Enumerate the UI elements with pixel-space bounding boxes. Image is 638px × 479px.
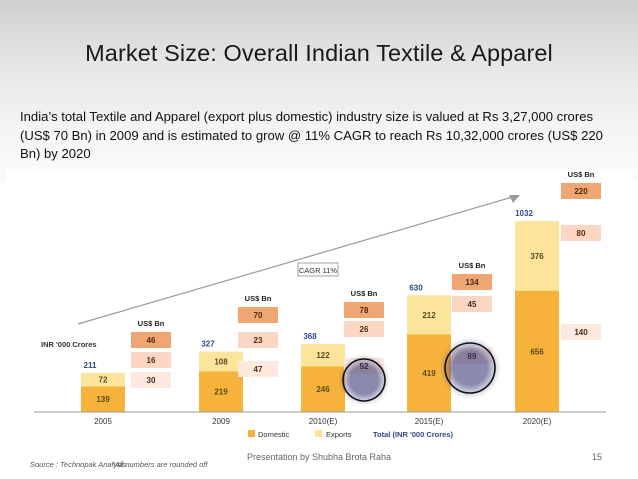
- bar-domestic-2009: [199, 371, 243, 412]
- cagr-box: [297, 262, 339, 277]
- slide-title: Market Size: Overall Indian Textile & Ap…: [85, 40, 553, 66]
- usd-domestic-2020(E): 140: [574, 328, 588, 337]
- usd-total-box-2009: [238, 307, 278, 323]
- usd-header-2009: US$ Bn: [245, 294, 272, 303]
- usd-exports-2005: 16: [147, 356, 156, 365]
- label-total-2009: 327: [201, 340, 215, 349]
- legend-label-domestic: Domestic: [258, 430, 290, 439]
- cagr-label: CAGR 11%: [299, 266, 338, 275]
- label-exports-2005: 72: [99, 376, 108, 385]
- highlight-circle-2015: [444, 342, 496, 394]
- xtick-2005: 2005: [94, 417, 112, 426]
- label-total-2020(E): 1032: [515, 209, 533, 218]
- xtick-2020(E): 2020(E): [523, 417, 552, 426]
- usd-exports-2020(E): 80: [577, 229, 586, 238]
- label-domestic-2010(E): 246: [316, 385, 330, 394]
- label-total-2015(E): 630: [409, 283, 423, 292]
- bar-exports-2020(E): [515, 221, 559, 291]
- label-exports-2015(E): 212: [422, 311, 436, 320]
- usd-total-box-2010(E): [344, 302, 384, 318]
- bar-exports-2005: [81, 372, 125, 387]
- usd-total-2020(E): 220: [574, 187, 588, 196]
- label-domestic-2020(E): 656: [530, 347, 544, 356]
- xtick-2010(E): 2010(E): [309, 417, 338, 426]
- usd-exports-box-2015(E): [452, 296, 492, 312]
- slide-description: India’s total Textile and Apparel (expor…: [20, 109, 603, 161]
- legend-swatch-exports: [315, 430, 322, 437]
- usd-header-2020(E): US$ Bn: [568, 170, 595, 179]
- usd-exports-2015(E): 45: [468, 300, 477, 309]
- usd-domestic-box-2005: [131, 372, 171, 388]
- xtick-2015(E): 2015(E): [415, 417, 444, 426]
- bar-exports-2009: [199, 351, 243, 372]
- usd-header-2005: US$ Bn: [138, 319, 165, 328]
- label-total-2010(E): 368: [303, 332, 317, 341]
- label-domestic-2005: 139: [96, 395, 110, 404]
- usd-domestic-box-2009: [238, 361, 278, 377]
- usd-total-2009: 70: [254, 311, 263, 320]
- trend-arrow-head: [509, 195, 520, 203]
- page-number: 15: [592, 452, 603, 462]
- chart-panel: CAGR 11% 139 72 211 219 108 327 246 122 368 419 21…: [6, 169, 633, 455]
- usd-domestic-2005: 30: [147, 376, 156, 385]
- trend-arrow-line: [77, 195, 517, 325]
- highlight-glow-2015: [439, 337, 501, 399]
- bar-domestic-2005: [81, 386, 125, 412]
- bar-exports-2010(E): [301, 343, 345, 367]
- usd-exports-box-2010(E): [344, 321, 384, 337]
- usd-domestic-2009: 47: [254, 365, 263, 374]
- chart-note: *All numbers are rounded off: [112, 460, 208, 469]
- label-domestic-2009: 219: [214, 388, 228, 397]
- xtick-2009: 2009: [212, 417, 230, 426]
- label-total-2005: 211: [84, 361, 97, 370]
- bar-domestic-2020(E): [515, 290, 559, 412]
- bar-domestic-2010(E): [301, 366, 345, 412]
- usd-domestic-box-2020(E): [561, 324, 601, 340]
- usd-exports-box-2005: [131, 352, 171, 368]
- label-exports-2010(E): 122: [316, 351, 330, 360]
- chart-source: Source : Technopak Analysis: [30, 460, 127, 469]
- usd-total-box-2005: [131, 332, 171, 348]
- usd-total-2005: 46: [147, 336, 156, 345]
- legend-label-exports: Exports: [326, 430, 352, 439]
- slide-background: [0, 0, 638, 182]
- usd-header-2010(E): US$ Bn: [351, 289, 378, 298]
- label-exports-2020(E): 376: [530, 252, 544, 261]
- usd-total-2010(E): 78: [360, 306, 369, 315]
- presenter-credit: Presentation by Shubha Brota Raha: [246, 452, 392, 462]
- legend-swatch-domestic: [248, 430, 255, 437]
- usd-total-box-2020(E): [561, 183, 601, 199]
- unit-label: INR '000 Crores: [41, 340, 97, 349]
- usd-total-box-2015(E): [452, 274, 492, 290]
- usd-exports-2009: 23: [254, 336, 263, 345]
- highlight-glow-2010: [338, 354, 390, 406]
- highlight-circle-2010: [342, 358, 386, 402]
- usd-total-2015(E): 134: [465, 278, 479, 287]
- usd-exports-2010(E): 26: [360, 325, 369, 334]
- bar-exports-2015(E): [407, 295, 451, 335]
- legend-label-total: Total (INR '000 Crores): [373, 430, 453, 439]
- usd-exports-box-2020(E): [561, 225, 601, 241]
- label-domestic-2015(E): 419: [422, 369, 436, 378]
- label-exports-2009: 108: [214, 357, 228, 366]
- usd-header-2015(E): US$ Bn: [459, 261, 486, 270]
- usd-exports-box-2009: [238, 332, 278, 348]
